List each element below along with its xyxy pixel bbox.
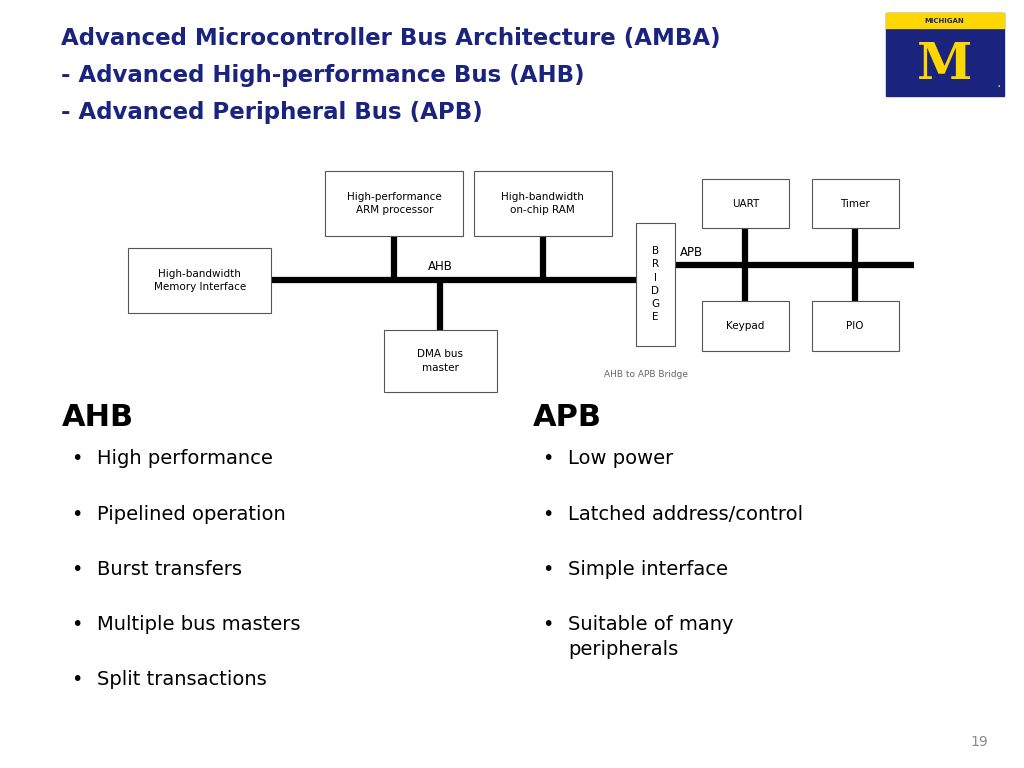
FancyBboxPatch shape: [811, 302, 899, 352]
Text: High-performance
ARM processor: High-performance ARM processor: [347, 192, 441, 215]
FancyBboxPatch shape: [326, 171, 463, 237]
Text: High-bandwidth
on-chip RAM: High-bandwidth on-chip RAM: [502, 192, 584, 215]
Text: AHB: AHB: [61, 403, 133, 432]
FancyBboxPatch shape: [886, 13, 1004, 28]
Text: •: •: [71, 560, 83, 579]
Text: Low power: Low power: [568, 449, 674, 468]
Text: Keypad: Keypad: [726, 321, 765, 332]
Text: Burst transfers: Burst transfers: [97, 560, 243, 579]
Text: UART: UART: [732, 198, 759, 209]
Text: Split transactions: Split transactions: [97, 670, 267, 690]
Text: APB: APB: [532, 403, 601, 432]
Text: Multiple bus masters: Multiple bus masters: [97, 615, 301, 634]
Text: APB: APB: [680, 246, 703, 259]
Text: Suitable of many
peripherals: Suitable of many peripherals: [568, 615, 734, 659]
FancyBboxPatch shape: [128, 248, 271, 313]
FancyBboxPatch shape: [473, 171, 612, 237]
Text: •: •: [71, 449, 83, 468]
Text: Latched address/control: Latched address/control: [568, 505, 804, 524]
FancyBboxPatch shape: [702, 302, 788, 352]
Text: Pipelined operation: Pipelined operation: [97, 505, 286, 524]
Text: •: •: [71, 505, 83, 524]
FancyBboxPatch shape: [384, 330, 497, 392]
Text: 19: 19: [971, 735, 988, 749]
FancyBboxPatch shape: [886, 13, 1004, 96]
Text: PIO: PIO: [846, 321, 864, 332]
Text: AHB: AHB: [428, 260, 453, 273]
Text: DMA bus
master: DMA bus master: [418, 349, 463, 372]
Text: •: •: [71, 670, 83, 690]
FancyBboxPatch shape: [702, 178, 788, 229]
Text: MICHIGAN: MICHIGAN: [925, 18, 965, 24]
Text: Timer: Timer: [840, 198, 870, 209]
Text: •: •: [542, 505, 554, 524]
Text: •: •: [542, 449, 554, 468]
Text: •: •: [71, 615, 83, 634]
Text: Simple interface: Simple interface: [568, 560, 728, 579]
FancyBboxPatch shape: [811, 178, 899, 229]
Text: - Advanced High-performance Bus (AHB): - Advanced High-performance Bus (AHB): [61, 64, 585, 87]
Text: - Advanced Peripheral Bus (APB): - Advanced Peripheral Bus (APB): [61, 101, 483, 124]
Text: High-bandwidth
Memory Interface: High-bandwidth Memory Interface: [154, 269, 246, 292]
Text: M: M: [916, 41, 973, 90]
Text: •: •: [542, 615, 554, 634]
Text: High performance: High performance: [97, 449, 273, 468]
Text: •: •: [542, 560, 554, 579]
FancyBboxPatch shape: [636, 223, 675, 346]
Text: Advanced Microcontroller Bus Architecture (AMBA): Advanced Microcontroller Bus Architectur…: [61, 27, 721, 50]
Text: AHB to APB Bridge: AHB to APB Bridge: [604, 370, 688, 379]
Text: .: .: [996, 76, 1000, 90]
Text: B
R
I
D
G
E: B R I D G E: [651, 247, 659, 322]
